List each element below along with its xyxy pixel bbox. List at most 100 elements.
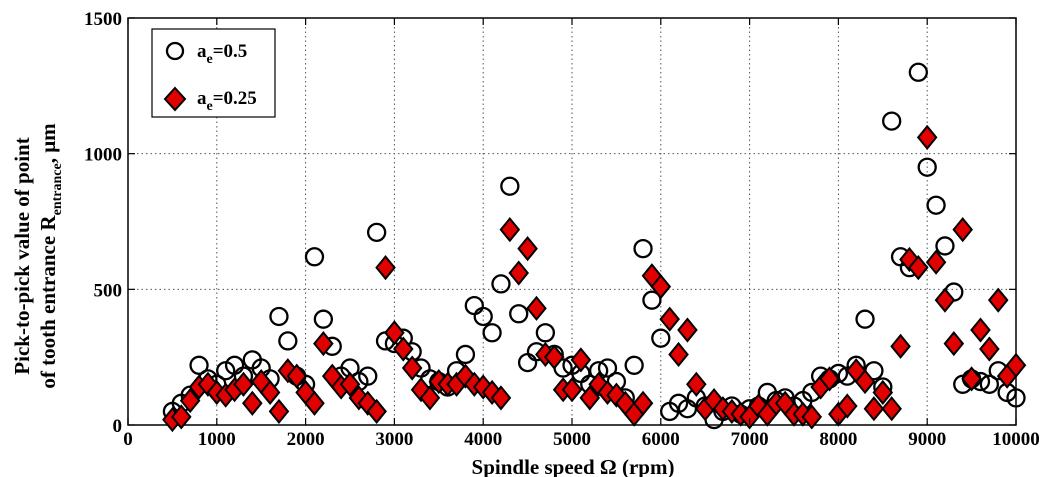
data-point-diamond: [659, 306, 680, 332]
data-point-diamond: [517, 236, 538, 262]
data-point-diamond: [863, 396, 885, 422]
y-axis-label-line1: Pick-to-pick value of point: [10, 137, 34, 374]
data-point-circle: [642, 290, 662, 310]
data-point-circle: [624, 355, 644, 375]
legend-entry-1-sub: e: [207, 52, 213, 67]
data-point-diamond: [410, 377, 432, 403]
data-point-diamond: [934, 287, 956, 313]
legend-marker-circle: [165, 41, 185, 61]
data-point-diamond: [561, 377, 583, 403]
data-point-diamond: [1005, 352, 1027, 378]
y-axis-label-sub: entrance: [50, 163, 65, 215]
data-point-diamond: [490, 385, 512, 411]
data-point-diamond: [961, 366, 982, 392]
data-point-diamond: [392, 336, 414, 362]
data-point-circle: [455, 344, 476, 365]
data-point-circle: [313, 309, 334, 329]
legend-entry-ae-0.5: ae=0.5: [197, 41, 247, 67]
series-ae-0.25: [162, 124, 1027, 433]
y-axis-label-unit: , μm: [36, 123, 60, 163]
data-point-circle: [908, 62, 928, 82]
x-tick-label: 10000: [992, 429, 1040, 450]
data-point-circle: [979, 374, 1000, 394]
data-point-circle: [304, 247, 325, 267]
data-point-diamond: [881, 396, 902, 422]
data-point-circle: [517, 352, 538, 373]
data-point-circle: [464, 295, 484, 316]
data-point-diamond: [570, 347, 592, 373]
data-point-diamond: [259, 379, 281, 406]
data-point-diamond: [748, 393, 769, 419]
data-point-circle: [1006, 388, 1026, 408]
data-point-diamond: [899, 246, 920, 273]
data-point-diamond: [908, 255, 929, 281]
data-point-circle: [278, 331, 298, 351]
data-point-circle: [473, 306, 493, 327]
data-point-diamond: [339, 371, 361, 397]
data-point-circle: [855, 309, 875, 329]
data-point-diamond: [384, 320, 405, 346]
legend-entry-ae-0.25: ae=0.25: [197, 88, 257, 114]
data-point-diamond: [916, 124, 938, 150]
grid-lines: [128, 18, 1016, 425]
legend: ae=0.5 ae=0.25: [151, 28, 276, 118]
data-point-circle: [491, 274, 511, 294]
data-point-circle: [882, 111, 902, 131]
data-point-circle: [917, 157, 937, 177]
data-point-diamond: [233, 371, 254, 397]
x-tick-label: 9000: [908, 429, 946, 450]
legend-entry-1-rest: =0.5: [213, 41, 248, 62]
data-point-diamond: [401, 355, 423, 381]
legend-entry-2-sub: e: [207, 99, 213, 114]
y-axis-label-main: of tooth entrance R: [36, 215, 60, 389]
data-point-diamond: [943, 331, 965, 357]
data-point-diamond: [872, 379, 894, 406]
data-point-diamond: [348, 385, 370, 411]
data-point-diamond: [242, 390, 263, 416]
x-tick-label: 5000: [553, 429, 591, 450]
data-point-diamond: [286, 363, 308, 389]
x-tick-label: 8000: [819, 429, 857, 450]
data-point-diamond: [632, 390, 654, 416]
data-point-diamond: [366, 398, 387, 425]
data-point-diamond: [419, 385, 441, 411]
y-tick-label: 1500: [84, 9, 122, 30]
data-point-diamond: [375, 255, 396, 281]
data-point-circle: [935, 236, 955, 256]
data-point-diamond: [819, 366, 840, 392]
data-point-diamond: [836, 393, 858, 419]
data-point-diamond: [543, 344, 565, 370]
x-tick-label: 1000: [198, 429, 236, 450]
data-point-diamond: [579, 385, 601, 411]
data-point-diamond: [987, 287, 1009, 313]
data-point-circle: [358, 366, 378, 386]
data-point-circle: [926, 195, 946, 215]
data-point-diamond: [925, 249, 947, 275]
data-point-diamond: [970, 317, 991, 343]
data-point-diamond: [801, 404, 823, 430]
x-tick-label: 2000: [287, 429, 325, 450]
legend-marker-diamond: [163, 86, 187, 112]
data-point-circle: [535, 323, 556, 343]
x-tick-label: 0: [123, 429, 133, 450]
data-point-diamond: [526, 295, 547, 321]
data-point-diamond: [952, 217, 974, 243]
x-tick-label: 4000: [464, 429, 502, 450]
x-tick-label: 6000: [642, 429, 680, 450]
data-point-diamond: [854, 369, 876, 395]
data-point-diamond: [179, 388, 201, 414]
y-tick-label: 0: [113, 416, 123, 437]
data-point-circle: [366, 222, 387, 243]
legend-entry-2-main: a: [197, 88, 207, 109]
legend-entry-2-rest: =0.25: [213, 88, 257, 109]
data-point-diamond: [268, 398, 290, 425]
data-point-diamond: [677, 317, 698, 343]
y-tick-label: 500: [94, 280, 123, 301]
data-point-diamond: [508, 260, 530, 286]
x-axis-label: Spindle speed Ω (rpm): [472, 455, 675, 477]
data-point-diamond: [686, 371, 707, 397]
y-axis-label-line2: of tooth entrance Rentrance, μm: [36, 123, 65, 389]
data-point-circle: [597, 358, 618, 378]
axis-ticks: 0 1000 2000 3000 4000 5000 6000 7000 8000 9000 100…: [84, 9, 1040, 450]
